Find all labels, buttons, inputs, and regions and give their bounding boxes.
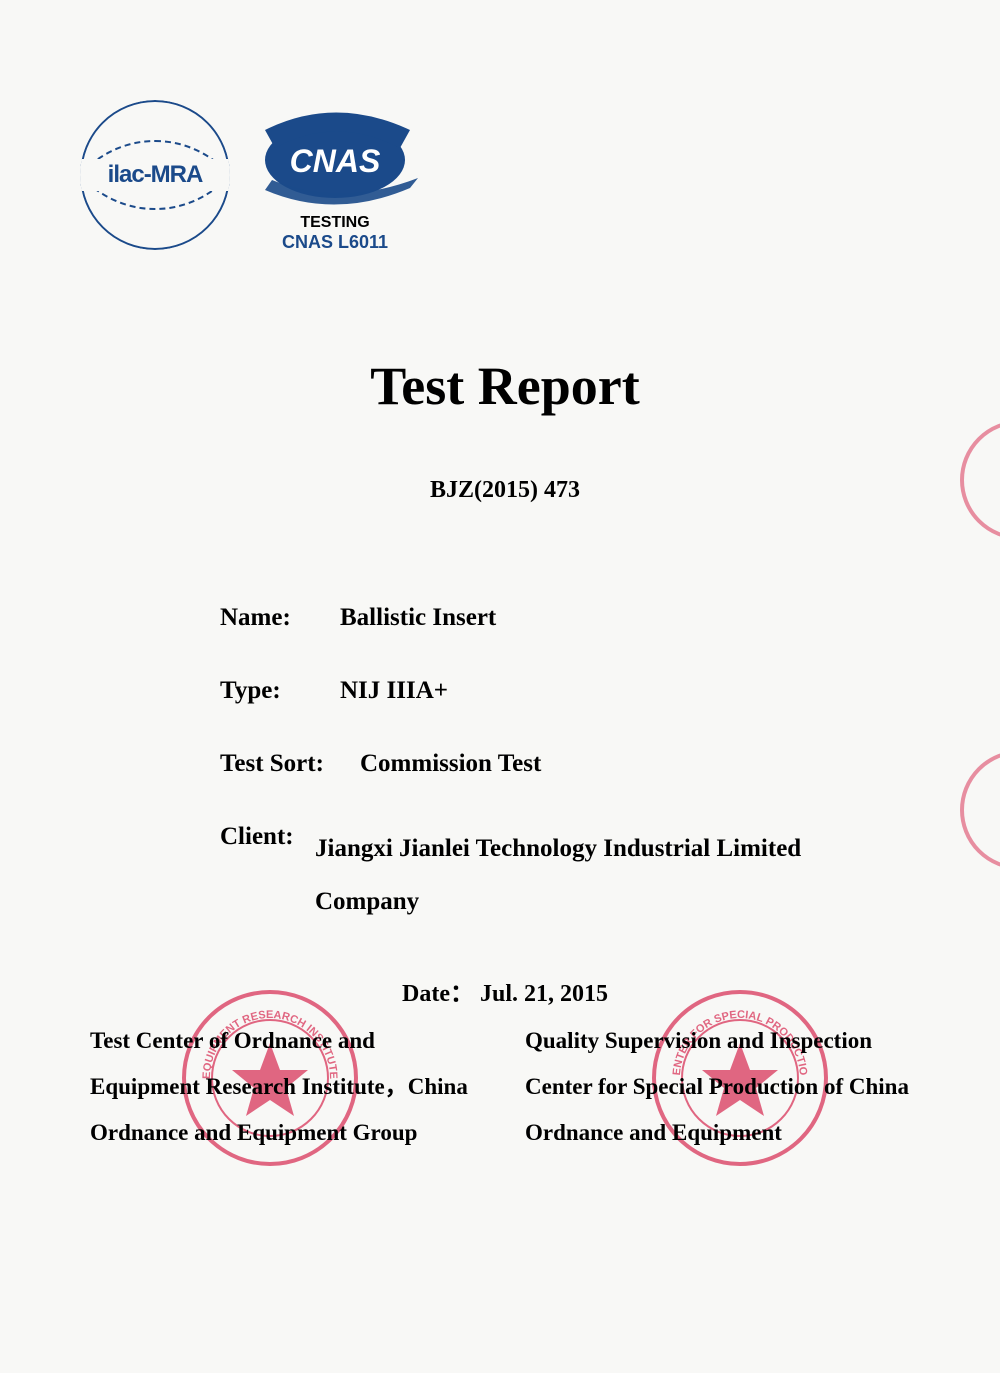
date-label: Date： [402, 981, 474, 1007]
name-value: Ballistic Insert [340, 604, 850, 632]
cnas-logo: CNAS TESTING CNAS L6011 [250, 100, 420, 253]
type-label: Type: [220, 677, 340, 705]
ilac-text: ilac-MRA [80, 159, 230, 191]
footer-left: Test Center of Ordnance and Equipment Re… [90, 1018, 485, 1156]
page: ilac-MRA CNAS TESTING CNAS L6011 Test Re… [0, 0, 1000, 1373]
logo-row: ilac-MRA CNAS TESTING CNAS L6011 [80, 100, 930, 255]
cnas-code: CNAS L6011 [250, 232, 420, 253]
client-value: Jiangxi Jianlei Technology Industrial Li… [315, 823, 850, 928]
report-title: Test Report [80, 355, 930, 417]
field-sort: Test Sort: Commission Test [220, 750, 850, 778]
footer-right: Quality Supervision and Inspection Cente… [525, 1018, 920, 1156]
type-value: NIJ IIIA+ [340, 677, 850, 705]
edge-stamp-1 [960, 420, 1000, 540]
footer: EQUIPMENT RESEARCH INSTITUTE CENTER FOR … [80, 1018, 930, 1156]
ilac-mra-logo: ilac-MRA [80, 100, 230, 255]
cnas-text: CNAS [290, 143, 381, 179]
field-client: Client: Jiangxi Jianlei Technology Indus… [220, 823, 850, 928]
edge-stamp-2 [960, 750, 1000, 870]
sort-value: Commission Test [360, 750, 850, 778]
date-value: Jul. 21, 2015 [480, 981, 608, 1007]
fields-block: Name: Ballistic Insert Type: NIJ IIIA+ T… [220, 604, 850, 928]
client-label: Client: [220, 823, 315, 851]
sort-label: Test Sort: [220, 750, 360, 778]
report-number: BJZ(2015) 473 [80, 477, 930, 504]
name-label: Name: [220, 604, 340, 632]
cnas-testing-label: TESTING [250, 214, 420, 232]
field-name: Name: Ballistic Insert [220, 604, 850, 632]
field-type: Type: NIJ IIIA+ [220, 677, 850, 705]
